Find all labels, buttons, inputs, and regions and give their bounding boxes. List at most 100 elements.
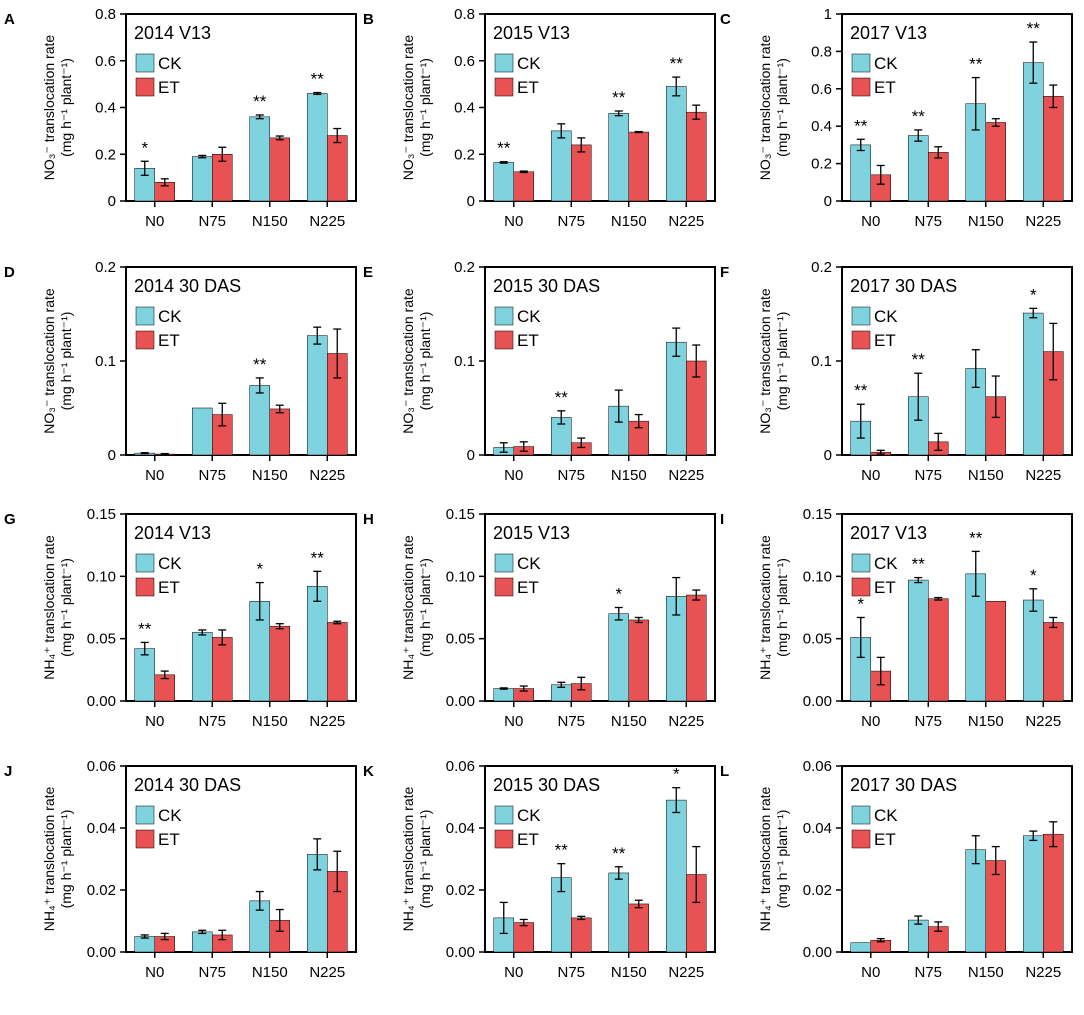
legend-swatch-et (135, 829, 155, 849)
legend-label-ck: CK (158, 307, 182, 326)
x-tick-label: N150 (252, 713, 288, 730)
x-tick-label: N225 (1025, 467, 1061, 484)
plot-frame (484, 513, 716, 702)
panel-label: K (363, 763, 374, 780)
y-tick-label: 0.2 (95, 259, 116, 276)
panel-k: K 2015 30 DAS 0.00 0.02 0.04 0.06 NH₄⁺ translo… (363, 758, 716, 981)
y-tick-label: 0.02 (803, 882, 832, 899)
x-tick-label: N225 (1025, 713, 1061, 730)
y-axis-title: NO₃⁻ translocation rate (41, 35, 57, 181)
bar-ck-n225 (1023, 599, 1044, 702)
panel-title: 2017 V13 (850, 23, 927, 43)
bar-et-n75 (571, 144, 592, 202)
x-tick-label: N0 (861, 213, 880, 230)
y-tick-label: 0.4 (454, 100, 475, 117)
significance-mark: ** (670, 54, 684, 73)
bar-et-n225 (686, 111, 707, 202)
bar-et-n150 (628, 903, 649, 953)
y-axis-title: NO₃⁻ translocation rate (757, 35, 773, 181)
legend-swatch-ck (494, 306, 514, 326)
y-tick-label: 0.2 (811, 259, 832, 276)
bar-ck-n0 (134, 936, 155, 953)
y-tick-label: 0.05 (803, 631, 832, 648)
x-tick-label: N0 (145, 713, 164, 730)
legend-swatch-et (135, 330, 155, 350)
bar-et-n0 (513, 171, 534, 202)
significance-mark: ** (555, 388, 569, 407)
y-tick-label: 0.8 (95, 6, 116, 23)
y-tick-label: 0.04 (87, 820, 116, 837)
bar-et-n225 (1043, 96, 1064, 202)
x-tick-label: N75 (198, 213, 226, 230)
x-tick-label: N225 (309, 213, 345, 230)
y-tick-label: 0.05 (87, 631, 116, 648)
y-axis-units: (mg h⁻¹ plant⁻¹) (417, 58, 433, 157)
y-axis-title: NH₄⁺ translocation rate (41, 786, 57, 931)
significance-mark: ** (253, 92, 267, 111)
bar-ck-n225 (666, 341, 687, 456)
y-tick-label: 0 (824, 447, 832, 464)
bar-ck-n225 (666, 86, 687, 202)
y-tick-label: 0.10 (446, 568, 475, 585)
y-axis-title: NH₄⁺ translocation rate (757, 786, 773, 931)
x-tick-label: N75 (557, 713, 585, 730)
y-axis-title: NO₃⁻ translocation rate (400, 288, 416, 434)
y-tick-label: 0.00 (446, 944, 475, 961)
panel-title: 2017 30 DAS (850, 775, 957, 795)
panel-l: L 2017 30 DAS 0.00 0.02 0.04 0.06 NH₄⁺ translo… (720, 758, 1073, 981)
significance-mark: ** (555, 841, 569, 860)
plot-frame (484, 765, 716, 953)
legend-swatch-et (135, 577, 155, 597)
y-tick-label: 1 (824, 6, 832, 23)
x-tick-label: N225 (1025, 213, 1061, 230)
significance-mark: ** (912, 107, 926, 126)
legend-label-ck: CK (517, 806, 541, 825)
x-tick-label: N0 (861, 964, 880, 981)
x-tick-label: N0 (504, 713, 523, 730)
x-tick-label: N75 (914, 467, 942, 484)
significance-mark: ** (253, 355, 267, 374)
y-axis-units: (mg h⁻¹ plant⁻¹) (58, 810, 74, 909)
panel-title: 2014 V13 (134, 23, 211, 43)
x-tick-label: N75 (198, 964, 226, 981)
legend-label-ck: CK (874, 54, 898, 73)
y-tick-label: 0.8 (811, 43, 832, 60)
panel-label: A (4, 11, 15, 28)
panel-title: 2017 V13 (850, 523, 927, 543)
bar-ck-n75 (908, 579, 929, 702)
panel-title: 2015 30 DAS (493, 775, 600, 795)
legend-swatch-ck (135, 553, 155, 573)
y-axis-units: (mg h⁻¹ plant⁻¹) (774, 58, 790, 157)
bar-et-n150 (269, 137, 290, 202)
bar-ck-n75 (192, 407, 213, 456)
bar-et-n225 (327, 622, 348, 702)
significance-mark: ** (912, 350, 926, 369)
legend-swatch-et (494, 829, 514, 849)
bar-ck-n225 (1023, 312, 1044, 456)
x-tick-label: N225 (309, 964, 345, 981)
significance-mark: * (141, 138, 148, 157)
y-axis-title: NO₃⁻ translocation rate (757, 288, 773, 434)
significance-mark: ** (969, 55, 983, 74)
bar-et-n150 (628, 619, 649, 702)
bar-ck-n150 (608, 872, 629, 953)
x-tick-label: N0 (861, 467, 880, 484)
legend-label-et: ET (874, 578, 896, 597)
bar-ck-n75 (192, 632, 213, 702)
significance-mark: ** (912, 555, 926, 574)
y-axis-units: (mg h⁻¹ plant⁻¹) (417, 810, 433, 909)
y-tick-label: 0.2 (95, 146, 116, 163)
legend-swatch-ck (851, 805, 871, 825)
bar-ck-n0 (493, 162, 514, 202)
legend-label-et: ET (517, 578, 539, 597)
y-axis-units: (mg h⁻¹ plant⁻¹) (417, 312, 433, 411)
y-axis-title: NO₃⁻ translocation rate (400, 35, 416, 181)
x-tick-label: N0 (145, 964, 164, 981)
significance-mark: * (857, 594, 864, 613)
x-tick-label: N150 (611, 467, 647, 484)
y-tick-label: 0.15 (87, 506, 116, 523)
significance-mark: * (256, 560, 263, 579)
x-tick-label: N75 (198, 467, 226, 484)
bar-ck-n0 (493, 688, 514, 702)
